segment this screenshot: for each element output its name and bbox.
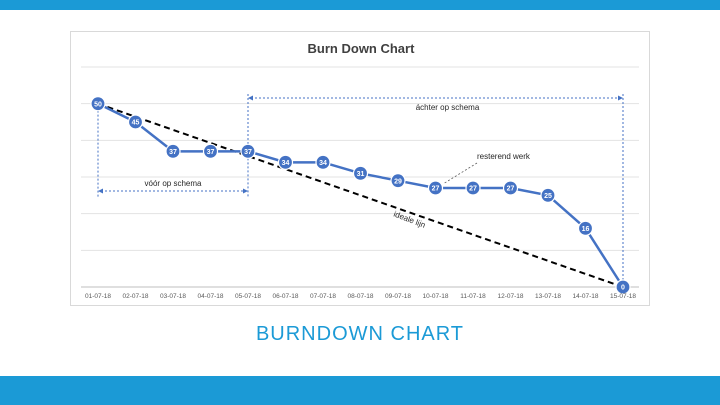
x-tick-labels: 01-07-18 02-07-18 03-07-18 04-07-18 05-07-18… — [85, 293, 636, 300]
remaining-work-pointer — [442, 162, 478, 185]
ideal-line-label: ideale lijn — [392, 209, 426, 229]
x-tick-label: 06-07-18 — [272, 293, 298, 300]
x-tick-label: 03-07-18 — [160, 293, 186, 300]
data-point — [577, 220, 594, 236]
behind-bracket-arrow-arrowhead — [248, 95, 253, 101]
schedule-brackets — [97, 94, 624, 280]
data-label: 25 — [544, 193, 552, 200]
x-tick-label: 12-07-18 — [497, 293, 523, 300]
data-point — [277, 154, 294, 170]
x-tick-label: 11-07-18 — [460, 293, 486, 300]
x-tick-label: 07-07-18 — [310, 293, 336, 300]
data-point — [540, 187, 556, 203]
top-accent-band — [0, 0, 720, 10]
data-label: 16 — [582, 226, 590, 233]
behind-schedule-label: áchter op schema — [416, 103, 480, 112]
chart-title: Burn Down Chart — [308, 41, 416, 56]
x-tick-label: 15-07-18 — [610, 293, 636, 300]
x-tick-label: 10-07-18 — [422, 293, 448, 300]
data-label: 27 — [469, 186, 477, 193]
data-point — [127, 114, 144, 130]
remaining-work-label: resterend werk — [477, 152, 531, 161]
data-point — [615, 279, 631, 295]
data-point — [502, 180, 519, 196]
data-label: 29 — [394, 178, 402, 185]
x-tick-label: 09-07-18 — [385, 293, 411, 300]
data-point — [390, 173, 406, 189]
gridlines — [81, 66, 639, 288]
data-label: 37 — [244, 149, 252, 156]
ahead-bracket-arrow-arrowhead — [98, 188, 103, 194]
data-label: 45 — [132, 120, 140, 127]
data-point — [315, 154, 331, 170]
x-tick-label: 02-07-18 — [122, 293, 148, 300]
data-label: 37 — [207, 149, 215, 156]
ahead-of-schedule-label: vóór op schema — [145, 179, 202, 188]
data-point — [352, 165, 369, 181]
data-label: 27 — [432, 186, 440, 193]
behind-bracket-arrow-arrowhead — [618, 95, 623, 101]
bottom-accent-band — [0, 376, 720, 405]
data-label: 31 — [357, 171, 365, 178]
burndown-chart: Burn Down Chart 50 45 37 37 37 34 34 31 29 27 27 27… — [81, 41, 639, 300]
x-tick-label: 14-07-18 — [572, 293, 598, 300]
slide-title: BURNDOWN CHART — [255, 323, 465, 345]
data-label: 34 — [282, 160, 290, 167]
data-label: 0 — [621, 285, 625, 292]
data-label: 37 — [169, 149, 177, 156]
x-tick-label: 04-07-18 — [197, 293, 223, 300]
data-label: 34 — [319, 160, 327, 167]
data-point — [202, 143, 219, 159]
x-tick-label: 08-07-18 — [347, 293, 373, 300]
data-points: 50 45 37 37 37 34 34 31 29 27 27 27 25 16 0 — [90, 96, 631, 295]
chart-frame: Burn Down Chart 50 45 37 37 37 34 34 31 29 27 27 27… — [70, 31, 650, 306]
data-label: 27 — [507, 186, 515, 193]
x-tick-label: 01-07-18 — [85, 293, 111, 300]
data-point — [90, 96, 106, 112]
data-label: 50 — [94, 101, 102, 108]
data-point — [240, 143, 256, 159]
x-tick-label: 13-07-18 — [535, 293, 561, 300]
data-point — [427, 180, 444, 196]
data-point — [465, 180, 481, 196]
ideal-line — [97, 102, 624, 288]
ahead-bracket-arrow-arrowhead — [243, 188, 248, 194]
x-tick-label: 05-07-18 — [235, 293, 261, 300]
data-point — [165, 143, 181, 159]
